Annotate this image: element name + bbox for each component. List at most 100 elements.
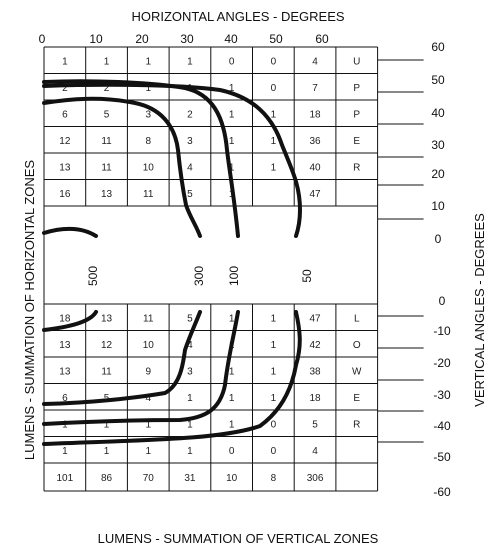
lower-row-cell: 4 <box>187 340 193 351</box>
upper-row-cell: 11 <box>101 162 112 173</box>
contour-label-300: 300 <box>192 266 206 286</box>
lower-row-cell: 1 <box>229 393 235 404</box>
right-tick-label-upper: 20 <box>431 167 445 181</box>
lower-row-cell: 11 <box>143 313 154 324</box>
top-tick-label: 60 <box>315 32 329 46</box>
contour-value-labels: 500 300 100 50 <box>86 266 314 286</box>
table-cells: 1 1 1 1 0 0 4 U2 2 1 1 1 0 7 P6 5 3 2 1 1 18 P12 11 8 3 1 1 36 E13 11… <box>57 56 363 484</box>
lower-row-cell: 1 <box>271 366 277 377</box>
upper-row-cell: E <box>353 136 360 147</box>
lower-row-cell: 11 <box>101 366 112 377</box>
lower-row-cell: 1 <box>104 446 110 457</box>
lower-row-cell: 0 <box>271 419 277 430</box>
lower-row-cell: 1 <box>271 313 277 324</box>
upper-row-cell: 16 <box>59 189 71 200</box>
upper-row-cell: 13 <box>101 189 113 200</box>
upper-row-cell: 18 <box>309 109 321 120</box>
lower-row-cell: 38 <box>309 366 321 377</box>
upper-row-cell: 11 <box>143 189 154 200</box>
lower-row-cell: 1 <box>271 340 277 351</box>
upper-row-cell: 1 <box>145 83 151 94</box>
upper-row-cell: 4 <box>312 56 318 67</box>
upper-row-cell: 7 <box>312 83 318 94</box>
upper-row-cell: 0 <box>229 56 235 67</box>
contour-50-edge-left-lower <box>42 310 98 332</box>
left-axis-title: LUMENS - SUMMATION OF HORIZONTAL ZONES <box>22 160 37 461</box>
lower-row-cell: 42 <box>309 340 321 351</box>
contour-label-100: 100 <box>227 266 241 286</box>
totals-cell: 306 <box>307 473 324 484</box>
upper-row-cell: 12 <box>59 136 71 147</box>
right-tick-label-upper: 30 <box>431 138 445 152</box>
lower-row-cell: 13 <box>59 340 71 351</box>
top-tick-label: 30 <box>180 32 194 46</box>
contour-label-500: 500 <box>86 266 100 286</box>
upper-row-cell: P <box>353 83 360 94</box>
totals-cell: 101 <box>57 473 74 484</box>
upper-row-cell: 2 <box>62 83 68 94</box>
contour-500-lower <box>42 310 202 406</box>
lower-row-cell: L <box>354 313 360 324</box>
upper-row-cell: 6 <box>62 109 68 120</box>
lower-row-cell: 10 <box>143 340 155 351</box>
lower-row-cell: 13 <box>59 366 71 377</box>
right-tick-labels: 60 50 40 30 20 10 0 0 -10 -20 -30 -40 -50 -60 <box>377 40 451 499</box>
bottom-axis-title: LUMENS - SUMMATION OF VERTICAL ZONES <box>98 531 379 546</box>
contour-lines <box>42 79 302 446</box>
upper-row-cell: 1 <box>271 162 277 173</box>
lower-row-cell: 1 <box>229 313 235 324</box>
upper-row-cell: U <box>353 56 360 67</box>
upper-row-cell: 2 <box>104 83 110 94</box>
lower-row-cell: W <box>352 366 362 377</box>
lower-row-cell: 5 <box>104 393 110 404</box>
lower-row-cell: 4 <box>145 393 151 404</box>
right-tick-label-lower: -40 <box>433 419 451 433</box>
lower-row-cell: 13 <box>101 313 113 324</box>
lower-row-cell: 1 <box>271 393 277 404</box>
upper-row-cell: 1 <box>187 56 193 67</box>
lower-row-cell: 1 <box>187 419 193 430</box>
contour-100-lower <box>42 310 302 446</box>
lower-row-cell: 1 <box>145 446 151 457</box>
right-tick-label-upper: 60 <box>431 40 445 54</box>
top-tick-labels: 0 10 20 30 40 50 60 <box>39 32 329 46</box>
upper-row-cell: 1 <box>229 109 235 120</box>
lower-row-cell: 18 <box>309 393 321 404</box>
totals-cell: 86 <box>101 473 113 484</box>
upper-row-cell: 10 <box>143 162 155 173</box>
lower-row-cell: R <box>353 419 360 430</box>
lower-row-cell: 1 <box>187 393 193 404</box>
right-tick-label-lower: -50 <box>433 450 451 464</box>
upper-row-cell: 0 <box>271 56 277 67</box>
right-axis-title: VERTICAL ANGLES - DEGREES <box>472 213 487 407</box>
totals-cell: 8 <box>271 473 277 484</box>
top-tick-label: 50 <box>269 32 283 46</box>
lower-row-cell: 1 <box>104 419 110 430</box>
lower-row-cell: 5 <box>312 419 318 430</box>
totals-cell: 70 <box>143 473 155 484</box>
upper-row-cell: 47 <box>309 189 321 200</box>
contour-300-lower <box>42 310 240 426</box>
lower-row-cell: 3 <box>187 366 193 377</box>
upper-row-cell: 2 <box>187 109 193 120</box>
top-axis-title: HORIZONTAL ANGLES - DEGREES <box>131 9 344 24</box>
contour-50-edge-left-upper <box>42 226 98 238</box>
upper-row-cell: 40 <box>309 162 321 173</box>
top-tick-label: 10 <box>89 32 103 46</box>
top-tick-label: 20 <box>135 32 149 46</box>
right-tick-label-lower: -10 <box>433 324 451 338</box>
upper-row-cell: 1 <box>229 83 235 94</box>
upper-row-cell: R <box>353 162 360 173</box>
upper-row-cell: 8 <box>145 136 151 147</box>
upper-row-cell: 0 <box>271 83 277 94</box>
upper-row-cell: 36 <box>309 136 321 147</box>
top-tick-label: 0 <box>39 32 46 46</box>
upper-row-cell: 11 <box>101 136 112 147</box>
contour-100-upper <box>42 82 302 238</box>
right-tick-label-lower: 0 <box>439 294 446 308</box>
right-tick-label-lower: -20 <box>433 356 451 370</box>
totals-cell: 10 <box>226 473 238 484</box>
lower-row-cell: 1 <box>145 419 151 430</box>
right-tick-label-lower: -60 <box>433 485 451 499</box>
lower-row-cell: 1 <box>229 366 235 377</box>
